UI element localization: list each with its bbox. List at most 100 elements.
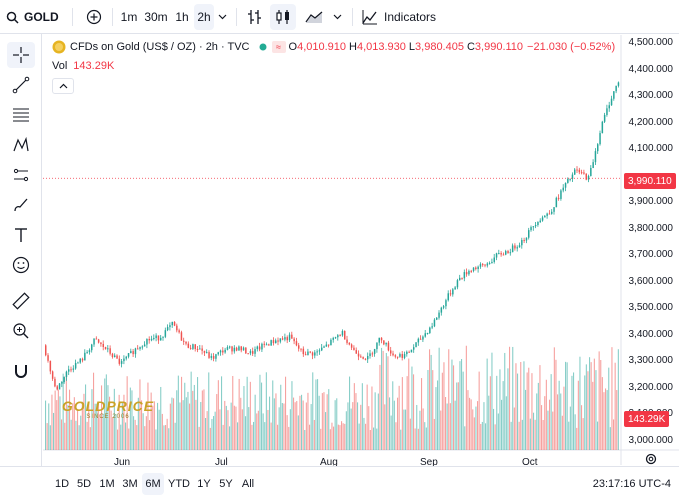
indicators-button[interactable]: Indicators (360, 4, 438, 30)
candle (500, 253, 502, 255)
pattern-tool[interactable] (7, 132, 35, 158)
volume-bar (235, 406, 237, 450)
volume-bar (523, 361, 525, 450)
candle (334, 337, 337, 339)
volume-bar (609, 427, 611, 450)
candle (95, 338, 98, 340)
candle (486, 263, 489, 266)
candle (332, 337, 334, 340)
chart-type-dropdown[interactable] (330, 4, 344, 30)
candle (100, 342, 102, 344)
clock-timezone[interactable]: 23:17:16 UTC-4 (592, 478, 671, 490)
settings-gear-button[interactable] (644, 452, 660, 468)
volume-bar (73, 397, 75, 450)
volume-bar (301, 394, 303, 450)
emoji-tool[interactable] (7, 252, 35, 278)
candle (298, 345, 300, 349)
chart-pane[interactable] (43, 35, 679, 465)
range-6m[interactable]: 6M (142, 473, 164, 495)
candles-style-button[interactable] (270, 4, 296, 30)
volume-bar (379, 364, 381, 450)
volume-bar (451, 359, 453, 450)
range-5y[interactable]: 5Y (219, 478, 233, 490)
prediction-tool[interactable] (7, 162, 35, 188)
trendline-tool[interactable] (7, 72, 35, 98)
chart-type-button[interactable] (302, 4, 326, 30)
volume-bar (200, 401, 202, 450)
candle (429, 327, 431, 334)
volume-bar (505, 396, 507, 450)
range-1d[interactable]: 1D (54, 478, 70, 490)
price-chart[interactable] (43, 35, 679, 465)
symbol-title[interactable]: CFDs on Gold (US$ / OZ) · 2h · TVC (70, 41, 250, 53)
volume-bar (547, 410, 549, 450)
volume-bar (133, 416, 135, 450)
candle (576, 169, 578, 171)
volume-bar (597, 421, 599, 450)
range-all[interactable]: All (241, 478, 255, 490)
candle (111, 353, 114, 358)
measure-tool[interactable] (7, 288, 35, 314)
collapse-legend-button[interactable] (52, 78, 74, 94)
symbol-search-button[interactable]: GOLD (6, 4, 62, 30)
candle (341, 331, 344, 336)
candle (194, 344, 196, 349)
volume-bar (561, 415, 563, 450)
volume-bar (486, 358, 488, 450)
bar-style-button[interactable] (244, 4, 266, 30)
brush-tool[interactable] (7, 192, 35, 218)
interval-1h[interactable]: 1h (175, 10, 189, 24)
volume-bar (136, 425, 138, 450)
candle (394, 355, 397, 357)
volume-bar (75, 420, 77, 450)
range-ytd[interactable]: YTD (168, 478, 190, 490)
magnet-tool[interactable] (7, 358, 35, 384)
range-3m[interactable]: 3M (122, 478, 138, 490)
volume-bar (249, 381, 251, 450)
zoom-tool[interactable] (7, 318, 35, 344)
volume-bar (296, 401, 298, 450)
interval-dropdown[interactable] (215, 4, 229, 30)
volume-bar (389, 397, 391, 450)
fib-tool[interactable] (7, 102, 35, 128)
volume-bar (153, 401, 155, 450)
volume-bar (110, 410, 112, 450)
compare-symbol-button[interactable] (82, 4, 106, 30)
candle (258, 346, 261, 350)
volume-bar (480, 424, 482, 450)
range-5d[interactable]: 5D (76, 478, 92, 490)
interval-30m[interactable]: 30m (144, 10, 168, 24)
high-value: 4,013.930 (356, 41, 406, 53)
plus-circle-icon (86, 9, 102, 25)
volume-bar (214, 411, 216, 450)
range-1m[interactable]: 1M (99, 478, 115, 490)
candle (562, 187, 564, 191)
text-tool[interactable] (7, 222, 35, 248)
volume-bar (278, 407, 280, 450)
candle (350, 344, 353, 348)
volume-bar (283, 403, 285, 450)
search-icon (6, 11, 19, 24)
divider (72, 8, 73, 26)
candle (463, 272, 466, 279)
range-1y[interactable]: 1Y (197, 478, 211, 490)
candle (247, 353, 249, 355)
volume-bar (216, 394, 218, 450)
price-tick-label: 3,300.000 (628, 355, 674, 367)
interval-1m[interactable]: 1m (120, 10, 138, 24)
interval-2h[interactable]: 2h (194, 4, 214, 30)
volume-bar (257, 410, 259, 450)
volume-bar (326, 394, 328, 450)
candle (300, 348, 302, 350)
volume-bar (483, 402, 485, 450)
crosshair-tool[interactable] (7, 42, 35, 68)
volume-bar (387, 356, 389, 450)
volume-bar (149, 420, 151, 450)
candle (295, 341, 298, 346)
volume-bar (198, 426, 200, 450)
volume-bar (328, 389, 330, 450)
volume-bar (510, 421, 512, 450)
volume-bar (614, 362, 616, 450)
volume-bar (494, 424, 496, 450)
volume-bar (48, 403, 50, 450)
